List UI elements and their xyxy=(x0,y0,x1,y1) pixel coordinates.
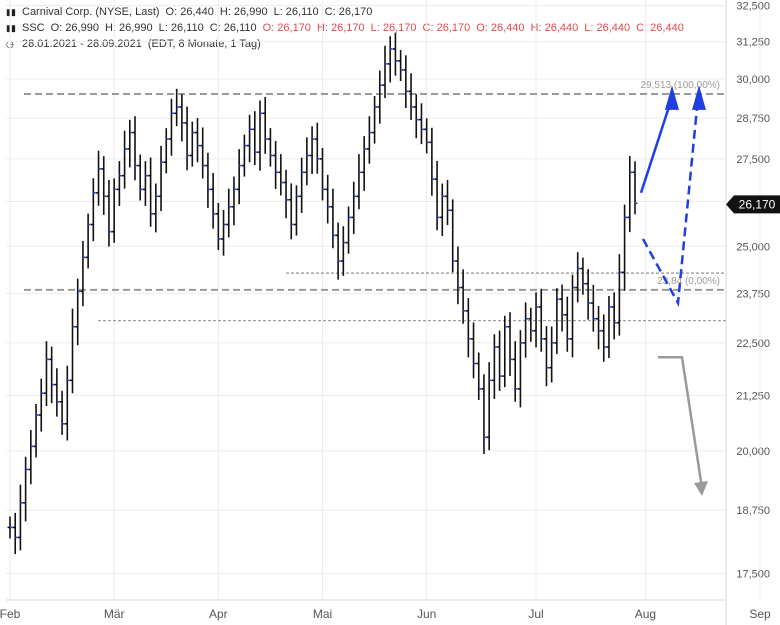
date-range-note: (EDT, 8 Monate, 1 Tag) xyxy=(147,38,261,50)
red-value: O: 26,170 xyxy=(262,22,311,34)
candlestick-icon: ▮▮ xyxy=(6,23,16,33)
last-price-label: 26,170 xyxy=(739,197,776,211)
fib-label: 29,513 (100,00%) xyxy=(640,80,720,91)
indicator-name: SSC xyxy=(22,22,45,34)
indicator-low: L: 26,110 xyxy=(158,22,204,34)
red-value: C: 26,170 xyxy=(422,22,471,34)
indicator-open: O: 26,990 xyxy=(50,22,99,34)
close-value: C: 26,170 xyxy=(324,6,373,18)
candlestick-icon: ▮▮ xyxy=(6,7,16,17)
header-line-2: ▮▮ SSC O: 26,990 H: 26,990 L: 26,110 C: 26,11… xyxy=(6,22,690,34)
y-tick-label: 23,750 xyxy=(736,288,770,300)
x-tick-label: Apr xyxy=(209,607,228,621)
y-tick-label: 31,250 xyxy=(736,37,770,49)
y-tick-label: 17,500 xyxy=(736,568,770,580)
red-value: O: 26,440 xyxy=(476,22,525,34)
y-tick-label: 28,750 xyxy=(736,113,770,125)
red-value: H: 26,440 xyxy=(530,22,579,34)
instrument-name: Carnival Corp. (NYSE, Last) xyxy=(22,6,160,18)
indicator-high: H: 26,990 xyxy=(104,22,153,34)
red-value: C: 26,440 xyxy=(636,22,684,34)
arrow-head xyxy=(694,481,708,496)
date-range: 28.01.2021 - 28.09.2021 xyxy=(22,38,142,50)
y-tick-label: 21,250 xyxy=(736,390,770,402)
projection-arrow xyxy=(639,97,674,194)
x-tick-label: Jul xyxy=(528,607,543,621)
indicator-close: C: 26,110 xyxy=(209,22,257,34)
y-tick-label: 32,500 xyxy=(736,1,770,13)
x-tick-label: Mär xyxy=(104,607,125,621)
y-tick-label: 30,000 xyxy=(736,74,770,86)
x-tick-label: Jun xyxy=(417,607,436,621)
x-tick-label: Mai xyxy=(313,607,332,621)
last-price-badge xyxy=(726,195,780,214)
y-tick-label: 25,000 xyxy=(736,241,770,253)
projection-arrow-dashed xyxy=(641,97,700,308)
x-tick-label: Feb xyxy=(0,607,21,621)
x-tick-label: Sep xyxy=(749,607,771,621)
y-tick-label: 22,500 xyxy=(736,338,770,350)
fib-label: 23,84 (0,00%) xyxy=(657,276,720,287)
high-value: H: 26,990 xyxy=(219,6,268,18)
y-tick-label: 27,500 xyxy=(736,154,770,166)
y-tick-label: 20,000 xyxy=(736,446,770,458)
arrow-head xyxy=(692,85,706,110)
x-tick-label: Aug xyxy=(635,607,656,621)
low-value: L: 26,110 xyxy=(273,6,319,18)
red-value: L: 26,170 xyxy=(370,22,417,34)
open-value: O: 26,440 xyxy=(165,6,214,18)
arrow-head xyxy=(665,85,679,110)
header-line-1: ▮▮ Carnival Corp. (NYSE, Last) O: 26,440 H:… xyxy=(6,6,378,18)
y-tick-label: 18,750 xyxy=(736,505,770,517)
projection-arrow-down xyxy=(658,356,704,489)
red-value: H: 26,170 xyxy=(316,22,365,34)
red-value: L: 26,440 xyxy=(584,22,631,34)
